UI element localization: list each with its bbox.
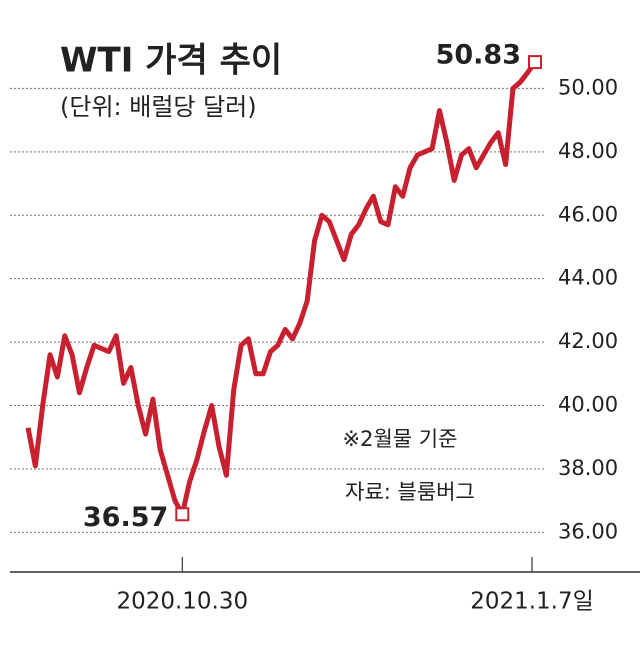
data-label: 50.83 <box>436 40 521 71</box>
y-tick-label: 36.00 <box>558 519 618 543</box>
y-tick-label: 38.00 <box>558 456 618 480</box>
chart-subtitle: (단위: 배럴당 달러) <box>60 93 257 121</box>
y-tick-label: 46.00 <box>558 202 618 226</box>
y-tick-label: 40.00 <box>558 393 618 417</box>
y-tick-label: 48.00 <box>558 139 618 163</box>
point-marker <box>175 507 190 522</box>
x-tick-label: 2020.10.30 <box>116 589 248 615</box>
source: 자료: 블룸버그 <box>345 480 475 504</box>
x-tick-label: 2021.1.7일 <box>470 589 594 615</box>
note: ※2월물 기준 <box>343 427 458 451</box>
y-tick-label: 42.00 <box>558 329 618 353</box>
point-marker <box>528 55 542 70</box>
data-label: 36.57 <box>83 502 168 533</box>
y-tick-label: 50.00 <box>558 75 618 99</box>
price-line <box>25 60 538 517</box>
y-tick-label: 44.00 <box>558 266 618 290</box>
chart-title: WTI 가격 추이 <box>60 41 282 81</box>
